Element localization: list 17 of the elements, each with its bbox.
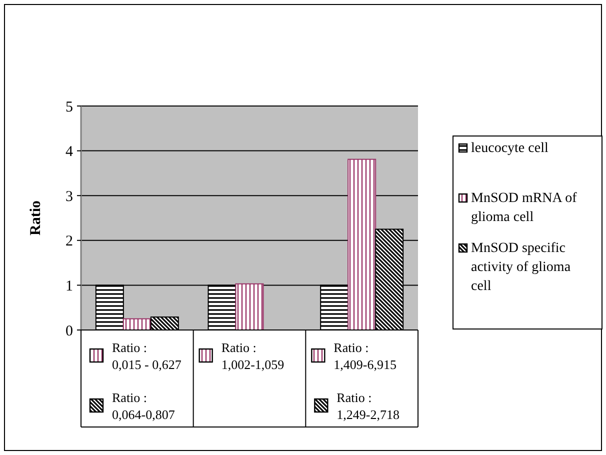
y-tick-label: 2 [66, 234, 73, 250]
y-tick-label: 0 [66, 323, 73, 340]
legend-label: leucocyte cell [471, 141, 548, 156]
y-tick-label: 3 [66, 188, 73, 205]
text: Ratio : 0,064-0,807 [112, 390, 176, 422]
y-tick-label: 5 [66, 99, 73, 116]
y-axis-title: Ratio [28, 200, 44, 236]
y-tick-label: 4 [66, 144, 74, 160]
bar [235, 283, 264, 330]
text: Ratio : 1,249-2,718 [336, 390, 400, 422]
legend-label: MnSOD specific activity of glioma cell [471, 241, 572, 294]
bar [348, 158, 376, 330]
legend-label: MnSOD mRNA of glioma cell [471, 191, 578, 225]
text: Ratio : 1,002-1,059 [221, 340, 284, 372]
text: Ratio : 1,409-6,915 [334, 340, 397, 372]
y-tick-label: 1 [66, 278, 73, 294]
text: Ratio : 0,015 - 0,627 [112, 340, 182, 372]
